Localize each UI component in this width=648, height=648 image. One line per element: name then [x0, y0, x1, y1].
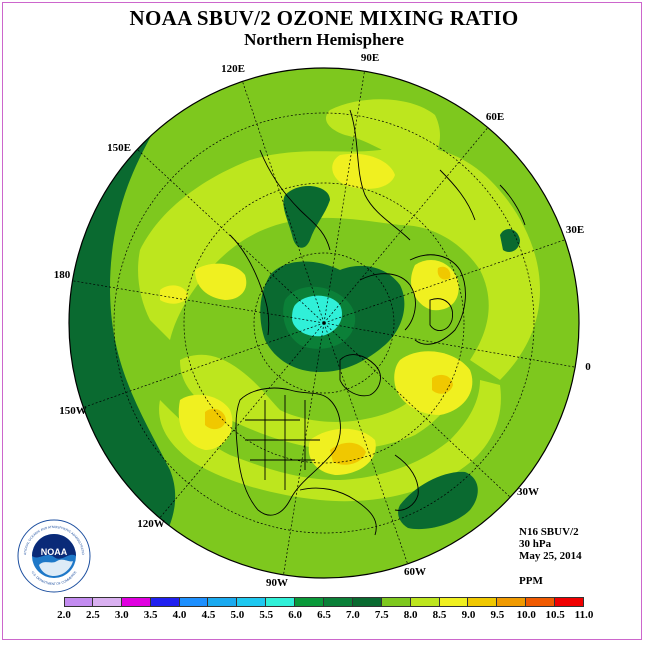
colorbar-tick-label: 7.5 — [374, 609, 389, 621]
colorbar-swatch — [352, 597, 382, 607]
colorbar-tick-label: 8.5 — [432, 609, 447, 621]
pressure-label: 30 hPa — [519, 538, 552, 550]
colorbar-swatch — [410, 597, 440, 607]
colorbar-tick-label: 10.5 — [545, 609, 565, 621]
colorbar-tick-label: 9.0 — [461, 609, 476, 621]
lon-label-90w: 90W — [266, 577, 288, 589]
colorbar-tick-label: 2.5 — [86, 609, 100, 621]
colorbar-tick-label: 4.5 — [201, 609, 216, 621]
frame-border — [2, 2, 642, 640]
colorbar-tick-label: 5.0 — [230, 609, 245, 621]
colorbar-tick-label: 9.5 — [490, 609, 505, 621]
colorbar-swatch — [295, 597, 324, 607]
patch-7.0-east — [500, 228, 520, 252]
colorbar-swatch — [266, 597, 296, 607]
patch-9.0-b — [330, 442, 366, 465]
colorbar-tick-label: 3.5 — [143, 609, 158, 621]
patch-8.5-a — [195, 263, 247, 300]
noaa-logo-icon: NOAA NATIONAL OCEANIC AND ATMOSPHERIC AD… — [17, 519, 91, 593]
colorbar-swatch — [208, 597, 238, 607]
colorbar-tick-label: 2.0 — [57, 609, 71, 621]
ozone-field — [69, 68, 579, 578]
lon-label-30w: 30W — [517, 486, 539, 498]
graticule — [69, 68, 579, 578]
colorbar-swatch — [381, 597, 411, 607]
patch-7.0-atlantic — [398, 471, 478, 530]
page-title: NOAA SBUV/2 OZONE MIXING RATIO — [129, 6, 519, 30]
colorbar-swatch — [64, 597, 93, 607]
lon-label-0: 0 — [585, 361, 591, 373]
colorbar-tick-label: 5.5 — [259, 609, 274, 621]
colorbar-swatch — [237, 597, 267, 607]
logo-text: NOAA — [41, 547, 68, 557]
lon-label-30e: 30E — [565, 224, 585, 236]
colorbar-swatch — [555, 597, 584, 607]
ring-8.0-north — [138, 146, 540, 380]
ring-8.0-top — [325, 99, 440, 165]
colorbar-swatch — [121, 597, 151, 607]
colorbar-tick-label: 3.0 — [114, 609, 129, 621]
colorbar-swatch — [92, 597, 122, 607]
patch-9.0-d — [437, 266, 451, 280]
colorbar-tick-label: 6.5 — [317, 609, 331, 621]
colorbar-swatch — [497, 597, 527, 607]
patch-8.5-g — [332, 153, 395, 189]
colorbar-swatch — [439, 597, 469, 607]
patch-9.0-a — [205, 408, 226, 430]
map-border-circle — [68, 67, 580, 579]
lon-label-120w: 120W — [137, 518, 165, 530]
lon-label-60e: 60E — [485, 111, 505, 123]
coastlines — [229, 109, 526, 536]
colorbar-tick-label: 7.0 — [346, 609, 360, 621]
page-subtitle: Northern Hemisphere — [244, 30, 404, 49]
lon-label-150w: 150W — [59, 405, 87, 417]
polar-core-5.5 — [292, 295, 342, 337]
lon-label-120e: 120E — [221, 63, 245, 75]
lon-label-90e: 90E — [360, 52, 380, 64]
lon-label-180: 180 — [53, 269, 71, 281]
ring-8.0-south — [159, 380, 501, 502]
colorbar-tick-label: 8.0 — [403, 609, 418, 621]
colorbar-tick-label: 11.0 — [574, 609, 594, 621]
lon-label-150e: 150E — [107, 142, 131, 154]
colorbar-tick-label: 4.0 — [172, 609, 187, 621]
colorbar-swatch — [150, 597, 180, 607]
units-label: PPM — [519, 575, 543, 587]
colorbar-swatch — [468, 597, 498, 607]
instrument-label: N16 SBUV/2 — [519, 526, 579, 538]
colorbar-swatch — [526, 597, 556, 607]
colorbar-swatch — [324, 597, 353, 607]
date-label: May 25, 2014 — [519, 550, 582, 562]
colorbar-swatch — [179, 597, 209, 607]
colorbar-tick-label: 10.0 — [516, 609, 536, 621]
colorbar-tick-label: 6.0 — [288, 609, 302, 621]
lon-label-60w: 60W — [404, 566, 426, 578]
ring-8.0-mid — [180, 354, 460, 450]
